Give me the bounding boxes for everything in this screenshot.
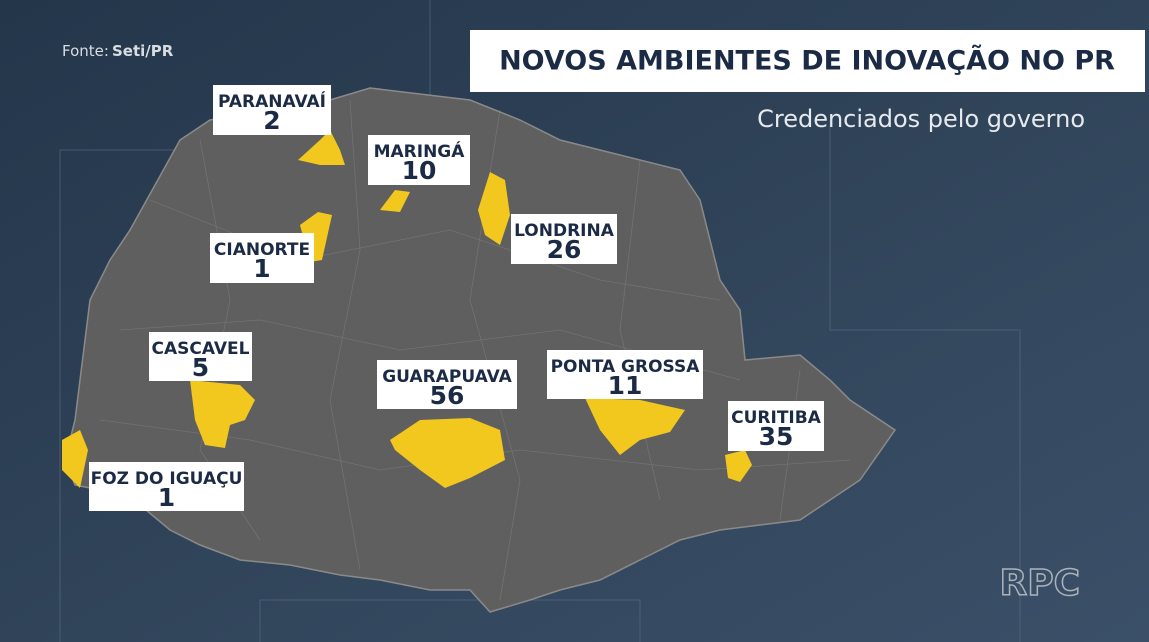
label-box [89,462,244,511]
area-paranavai [298,130,345,165]
city-count: 2 [263,106,280,135]
title-box [470,30,1145,92]
source-value: Seti/PR [112,42,174,60]
area-cascavel [190,380,255,448]
label-box [728,401,824,451]
city-name: GUARAPUAVA [382,367,512,387]
city-count: 11 [608,371,643,400]
source-label: Fonte: [62,42,109,60]
city-count: 1 [253,254,270,283]
area-guarapuava [390,418,505,488]
label-box [210,233,314,283]
label-box [213,85,331,135]
city-name: LONDRINA [514,221,615,241]
city-labels: PARANAVAÍ2MARINGÁ10LONDRINA26CIANORTE1CA… [89,85,824,512]
city-count: 26 [547,235,582,264]
city-name: PARANAVAÍ [218,90,326,112]
city-name: CASCAVEL [152,339,250,359]
city-name: CURITIBA [731,408,822,428]
subtitle: Credenciados pelo governo [757,105,1085,133]
area-foz [62,430,88,488]
city-name: MARINGÁ [374,140,466,162]
city-count: 10 [402,156,437,185]
label-box [511,214,617,264]
city-name: PONTA GROSSA [551,357,701,377]
area-curitiba [725,450,752,482]
city-count: 1 [158,483,175,512]
area-maringa [380,190,410,212]
area-ponta-grossa [585,398,685,455]
label-box [368,135,470,185]
city-name: CIANORTE [214,240,310,260]
title: NOVOS AMBIENTES DE INOVAÇÃO NO PR [499,45,1115,77]
highlighted-municipalities [62,130,752,488]
channel-logo: RPC [999,563,1080,604]
city-count: 56 [430,381,465,410]
label-box [547,350,703,399]
city-count: 5 [192,353,209,382]
city-name: FOZ DO IGUAÇU [91,469,243,489]
label-box [149,332,252,381]
area-londrina [478,172,510,245]
city-count: 35 [759,422,794,451]
label-box [377,360,517,409]
